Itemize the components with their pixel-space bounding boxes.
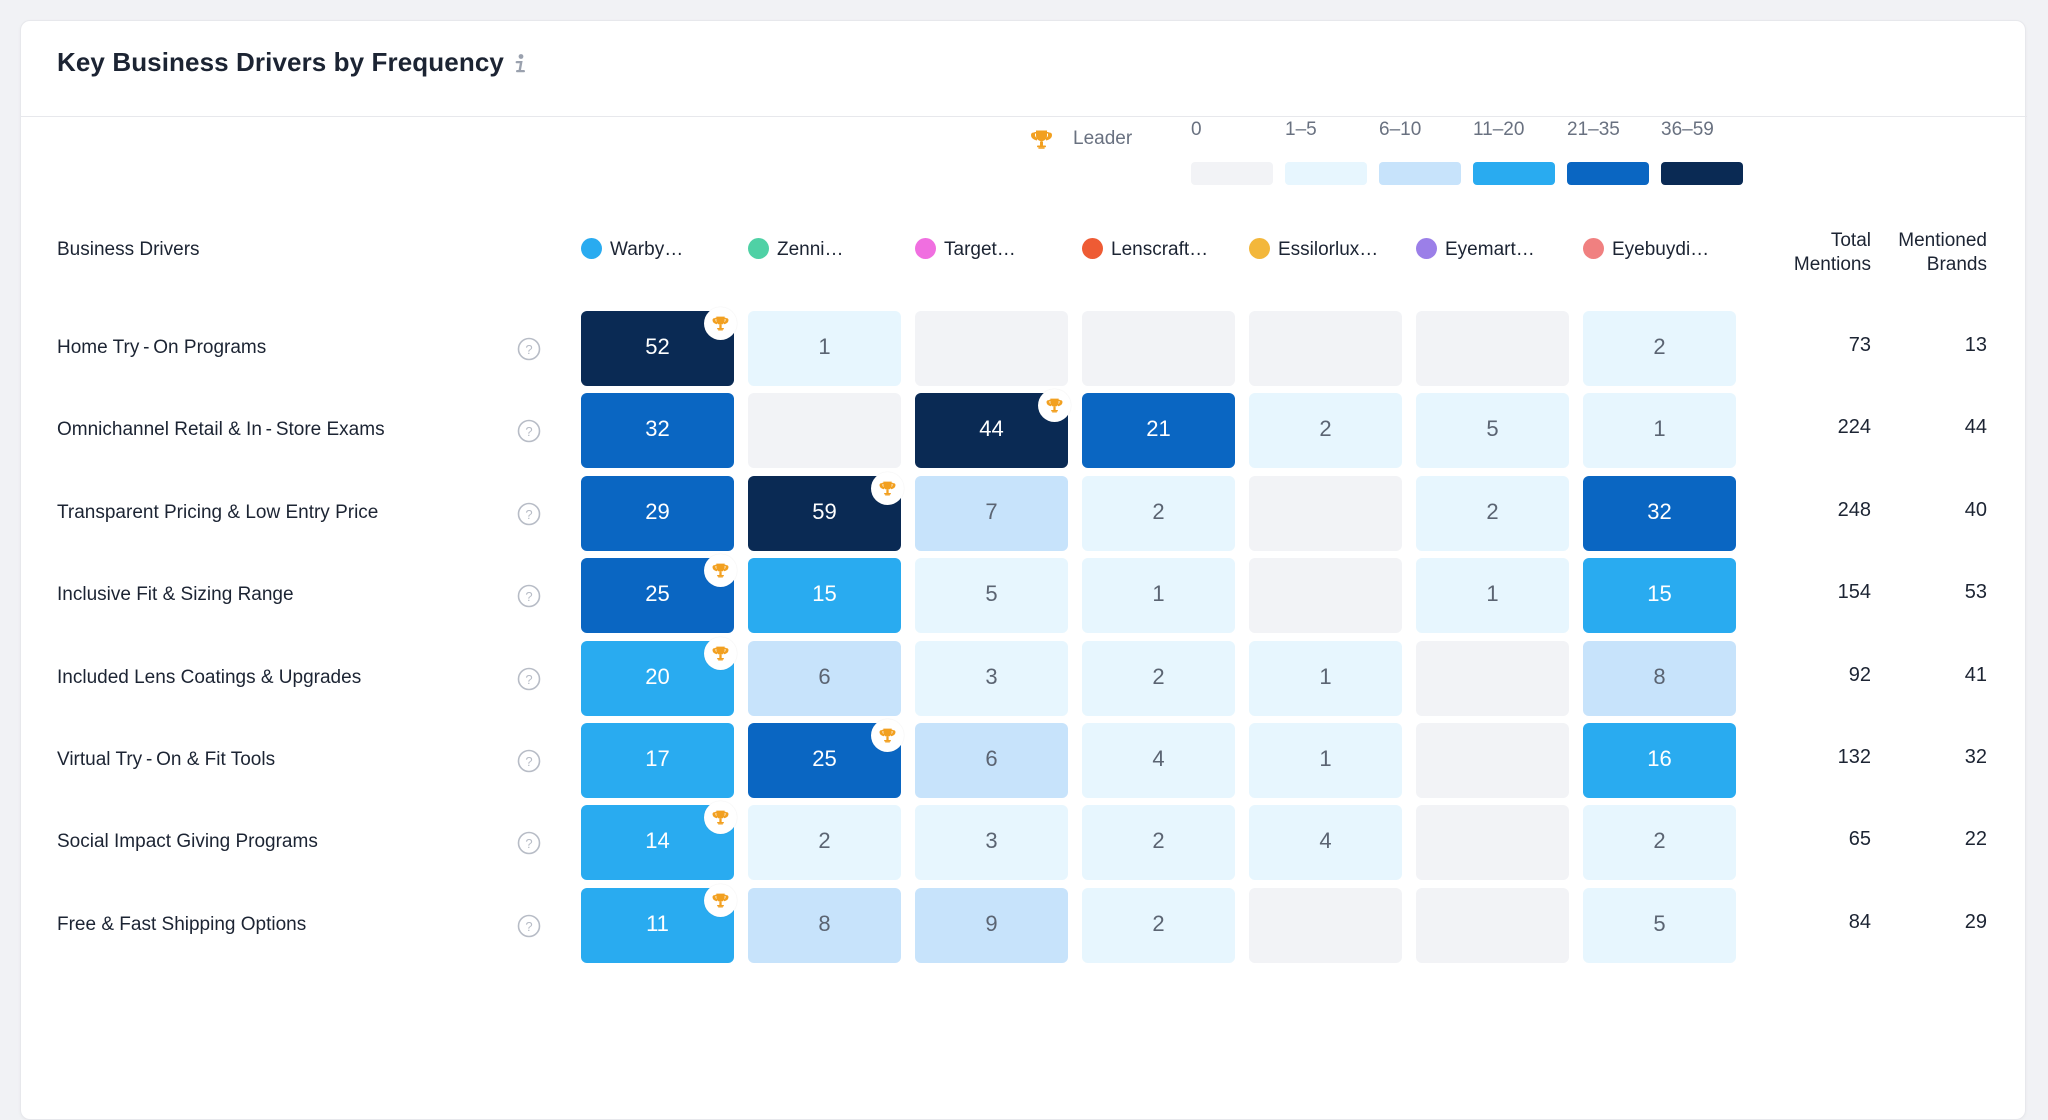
svg-text:?: ?	[525, 836, 532, 851]
svg-text:?: ?	[525, 919, 532, 934]
svg-text:?: ?	[525, 507, 532, 522]
svg-text:?: ?	[525, 589, 532, 604]
svg-text:?: ?	[525, 342, 532, 357]
svg-text:?: ?	[525, 754, 532, 769]
svg-text:?: ?	[525, 672, 532, 687]
svg-text:?: ?	[525, 424, 532, 439]
